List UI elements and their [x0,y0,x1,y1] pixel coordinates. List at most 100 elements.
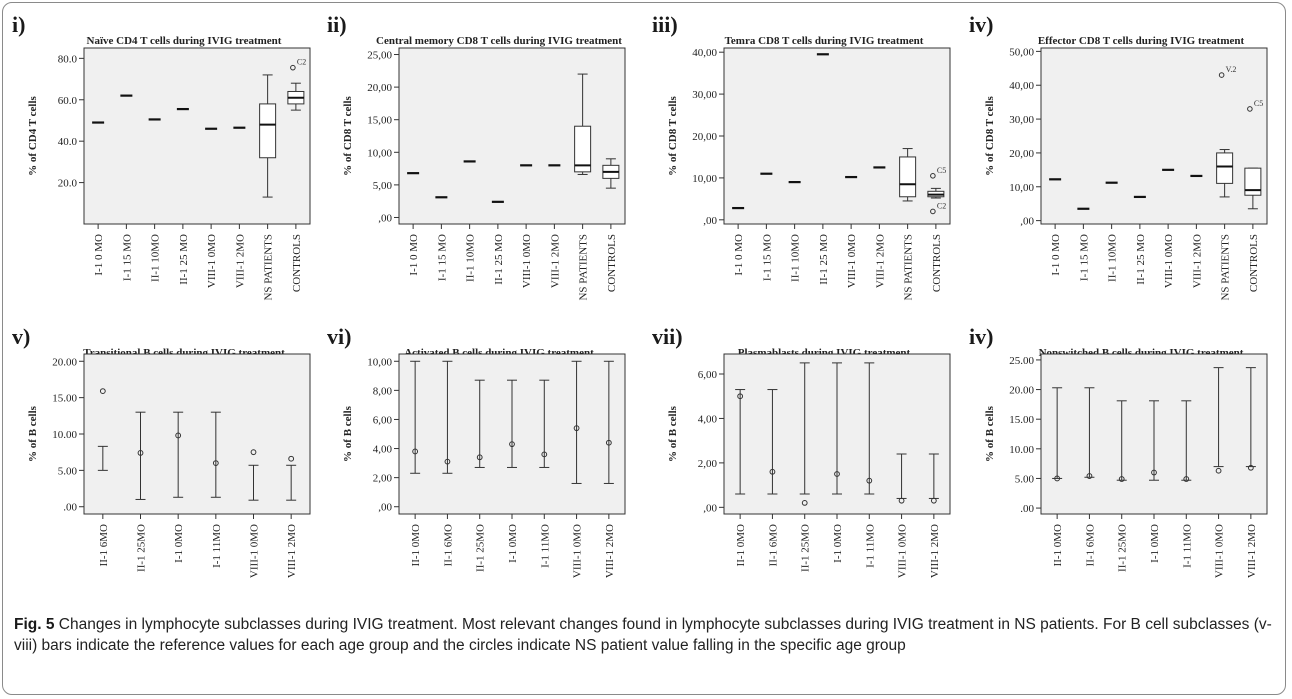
y-tick-label: .00 [1020,503,1034,515]
patient-value-point [1054,475,1061,482]
box [259,103,277,159]
x-tick-label: II-1 10MO [465,234,477,282]
panel-label: i) [12,12,25,37]
y-tick-label: 20,00 [692,131,717,143]
x-tick-label: NS PATIENTS [578,234,590,301]
chart-panel-8: iv)Nonswitched B cells during IVIG treat… [969,324,1268,578]
x-tick-label: II-1 25 MO [493,234,505,285]
x-tick-label: I-1 0 MO [1050,234,1062,276]
chart-panel-1: i) Naïve CD4 T cells during IVIG treatmen… [12,12,311,301]
x-tick-label: I-1 0 MO [408,234,420,276]
panel-label: iv) [969,12,993,37]
y-tick-label: 20,00 [367,82,392,94]
outlier-point [1218,72,1225,78]
y-tick-label: 40,00 [692,47,717,59]
x-tick-label: II-1 25MO [1117,524,1129,572]
y-tick-label: ,00 [378,212,392,224]
patient-value-point [930,497,937,504]
x-tick-label: II-1 0MO [1052,524,1064,567]
patient-value-point [212,460,219,466]
x-tick-label: NS PATIENTS [903,234,915,301]
patient-value-point [99,388,106,394]
patient-value-point [175,432,182,439]
panel-label: iii) [652,12,678,37]
patient-value-point [509,441,515,448]
panel-label: vi) [327,324,351,349]
patient-value-point [1086,473,1093,479]
x-tick-label: VIII-1 2MO [286,524,298,578]
panel-label: vii) [652,324,683,349]
x-tick-label: VIII-1 2MO [549,234,561,288]
outlier-label: C2 [937,201,946,210]
x-tick-label: VIII-1 2MO [874,234,886,288]
y-tick-label: 2,00 [373,473,393,485]
y-tick-label: 8,00 [373,385,393,397]
chart-title: Central memory CD8 T cells during IVIG t… [376,35,622,47]
x-tick-label: VIII-1 2MO [234,234,246,288]
outlier-label: C2 [297,58,306,67]
x-tick-label: I-1 0 MO [93,234,105,276]
x-tick-label: II-1 10MO [790,234,802,282]
x-tick-label: II-1 10MO [150,234,162,282]
outlier-point [290,64,296,71]
x-tick-label: I-1 15 MO [761,234,773,281]
patient-value-point [1183,476,1190,482]
y-tick-label: 5,00 [373,180,393,192]
patient-value-point [288,455,295,462]
plot-area [723,47,951,225]
patient-value-point [476,454,483,461]
outlier-label: V.2 [1226,65,1237,74]
x-tick-label: II-1 25MO [800,524,812,572]
y-tick-label: 80.0 [58,53,78,65]
y-tick-label: 50,00 [1009,46,1034,58]
figure-caption: Fig. 5 Changes in lymphocyte subclasses … [14,614,1276,656]
y-tick-label: 20.00 [1009,385,1034,397]
y-tick-label: ,00 [378,502,392,514]
y-axis-label: % of B cells [342,405,354,462]
x-tick-label: CONTROLS [291,234,303,292]
x-tick-label: VIII-1 2MO [1191,234,1203,288]
y-tick-label: 4,00 [698,413,718,425]
x-tick-label: VIII-1 0MO [1214,524,1226,578]
y-tick-label: ,00 [703,215,717,227]
y-tick-label: 25.00 [1009,355,1034,367]
chart-title: Effector CD8 T cells during IVIG treatme… [1038,35,1245,47]
x-tick-label: II-1 10MO [1107,234,1119,282]
y-tick-label: 15,00 [367,115,392,127]
y-tick-label: 60.0 [58,95,78,107]
x-tick-label: CONTROLS [606,234,618,292]
y-tick-label: 4,00 [373,444,393,456]
x-tick-label: VIII-1 2MO [604,524,616,578]
x-tick-label: II-1 6MO [98,524,110,567]
panel-label: ii) [327,12,347,37]
y-tick-label: 20.00 [52,356,77,368]
patient-value-point [250,449,257,456]
y-tick-label: 10.00 [1009,444,1034,456]
figure-caption-text: Changes in lymphocyte subclasses during … [14,616,1272,654]
y-tick-label: 30,00 [1009,114,1034,126]
y-tick-label: 6,00 [698,369,718,381]
patient-value-point [1215,467,1222,474]
x-tick-label: II-1 0MO [410,524,422,567]
x-tick-label: I-1 0MO [507,524,519,563]
x-tick-label: VIII-1 2MO [929,524,941,578]
x-tick-label: II-1 25 MO [1135,234,1147,285]
x-tick-label: I-1 11MO [1181,524,1193,568]
chart-panel-5: v)Transitional B cells during IVIG treat… [12,324,311,578]
plot-area [83,353,311,515]
y-tick-label: 40,00 [1009,80,1034,92]
y-tick-label: 5.00 [58,465,78,477]
box [899,156,917,198]
y-tick-label: ,00 [703,502,717,514]
x-tick-label: VIII-1 2MO [1246,524,1258,578]
chart-title: Temra CD8 T cells during IVIG treatment [725,35,924,47]
x-tick-label: I-1 0MO [1149,524,1161,563]
box [1244,167,1262,196]
chart-panel-4: iv) Effector CD8 T cells during IVIG trea… [969,12,1268,301]
y-tick-label: 10.00 [52,429,77,441]
x-tick-label: VIII-1 0MO [1163,234,1175,288]
plot-area [1040,47,1268,225]
y-tick-label: 10,00 [367,147,392,159]
patient-value-point [605,439,612,446]
x-tick-label: NS PATIENTS [1220,234,1232,301]
